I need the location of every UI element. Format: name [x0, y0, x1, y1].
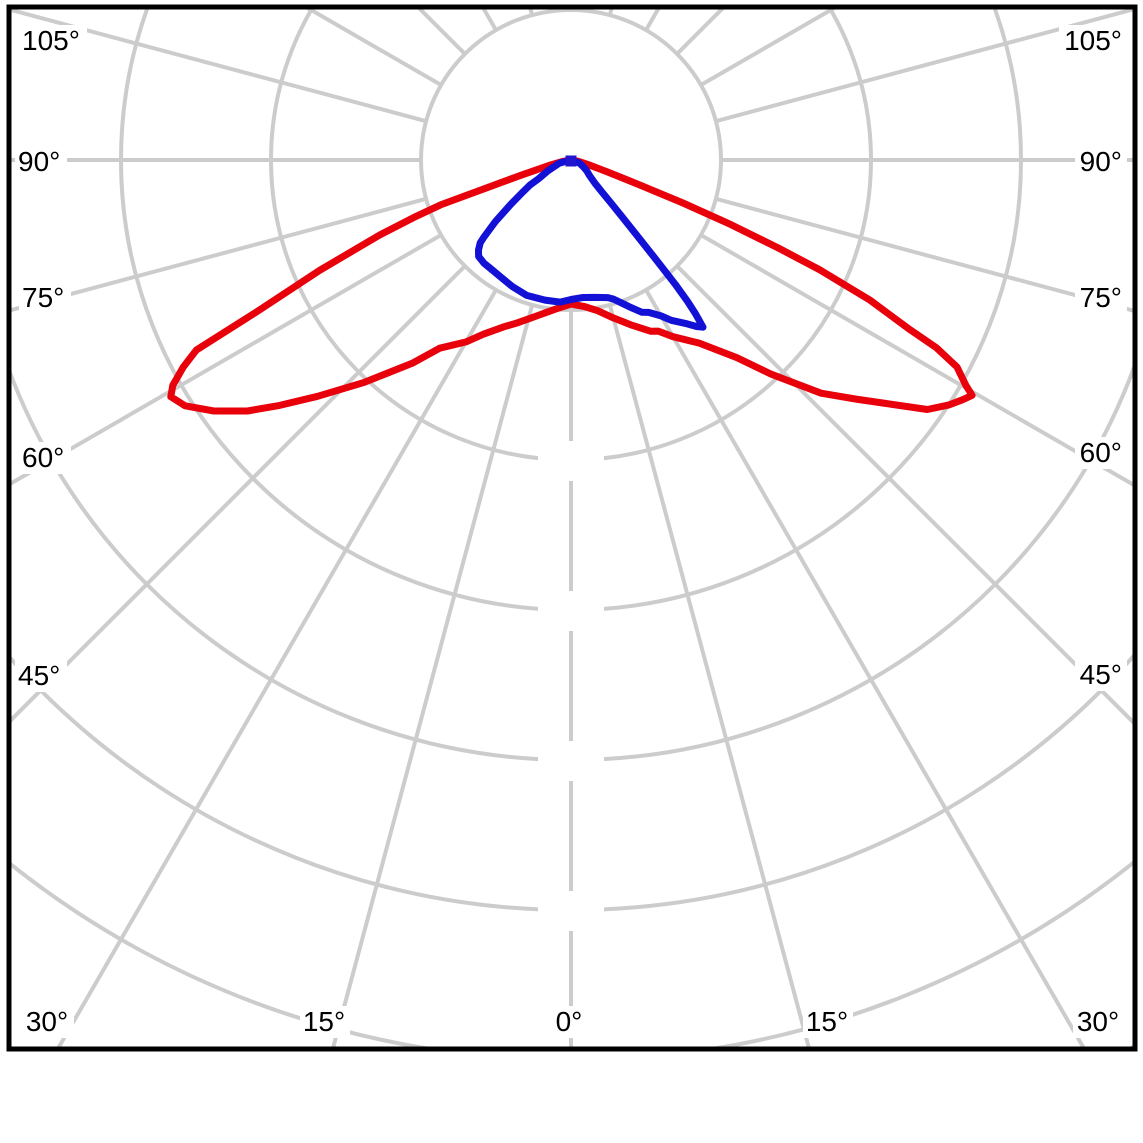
- c0-c180-curve: [167, 156, 976, 415]
- grid-spoke: [11, 233, 443, 486]
- radial-scale-box: [538, 741, 604, 781]
- angle-label-backing: [1075, 437, 1127, 469]
- angle-label-backing: [19, 25, 87, 57]
- grid-spoke: [644, 288, 1086, 1047]
- angle-label-backing: [19, 282, 71, 314]
- angle-label: 90°: [18, 146, 60, 177]
- angle-label: 15°: [303, 1006, 345, 1037]
- grid-spoke: [11, 196, 427, 312]
- photometric-center-marker: [565, 155, 577, 167]
- angle-label-backing: [803, 1006, 853, 1038]
- angle-label-backing: [1073, 1006, 1125, 1038]
- angle-label-backing: [1075, 659, 1127, 691]
- angle-label-backing: [300, 1006, 350, 1038]
- grid-spoke: [56, 288, 498, 1047]
- angle-label: 0°: [556, 1006, 583, 1037]
- angle-label-backing: [15, 146, 67, 178]
- grid-spoke: [11, 264, 467, 723]
- angle-label: 45°: [1080, 659, 1122, 690]
- angle-label: 60°: [1080, 437, 1122, 468]
- angle-label: 105°: [1064, 25, 1122, 56]
- c90-c270-curve: [475, 156, 707, 331]
- chart-frame: [6, 4, 1138, 1052]
- grid-spoke: [11, 9, 427, 124]
- angle-label: 60°: [22, 442, 64, 473]
- angle-label: 30°: [26, 1006, 68, 1037]
- legend-bar: cd/klm C0 - C180 C90 - C270 η = 100%: [0, 1053, 1143, 1143]
- angle-label: 30°: [1077, 1006, 1119, 1037]
- angle-label: 75°: [1080, 282, 1122, 313]
- angle-label-backing: [1075, 282, 1127, 314]
- radial-scale-box: [538, 591, 604, 631]
- angle-label-backing: [1075, 146, 1127, 178]
- angle-label: 75°: [22, 282, 64, 313]
- angle-label-backing: [552, 1006, 588, 1038]
- grid-spoke: [715, 196, 1133, 313]
- grid-spoke: [715, 9, 1133, 124]
- angle-label: 45°: [18, 660, 60, 691]
- radial-scale-box: [538, 891, 604, 931]
- grid-spoke: [699, 233, 1133, 487]
- angle-label-backing: [1059, 25, 1127, 57]
- grid-spoke: [607, 304, 811, 1047]
- grid-spoke: [675, 264, 1133, 725]
- angle-label: 15°: [806, 1006, 848, 1037]
- angle-label-backing: [22, 1006, 74, 1038]
- photometric-polar-chart: 105° 90° 75° 60° 45° 105° 90° 75° 60° 45° 30° 15° 0°…: [6, 4, 1138, 1052]
- grid-spoke: [331, 304, 535, 1047]
- angle-label-backing: [19, 442, 71, 474]
- radial-scale-box: [538, 441, 604, 481]
- angle-label: 90°: [1080, 146, 1122, 177]
- angle-label-backing: [15, 660, 67, 692]
- angle-label: 105°: [22, 25, 80, 56]
